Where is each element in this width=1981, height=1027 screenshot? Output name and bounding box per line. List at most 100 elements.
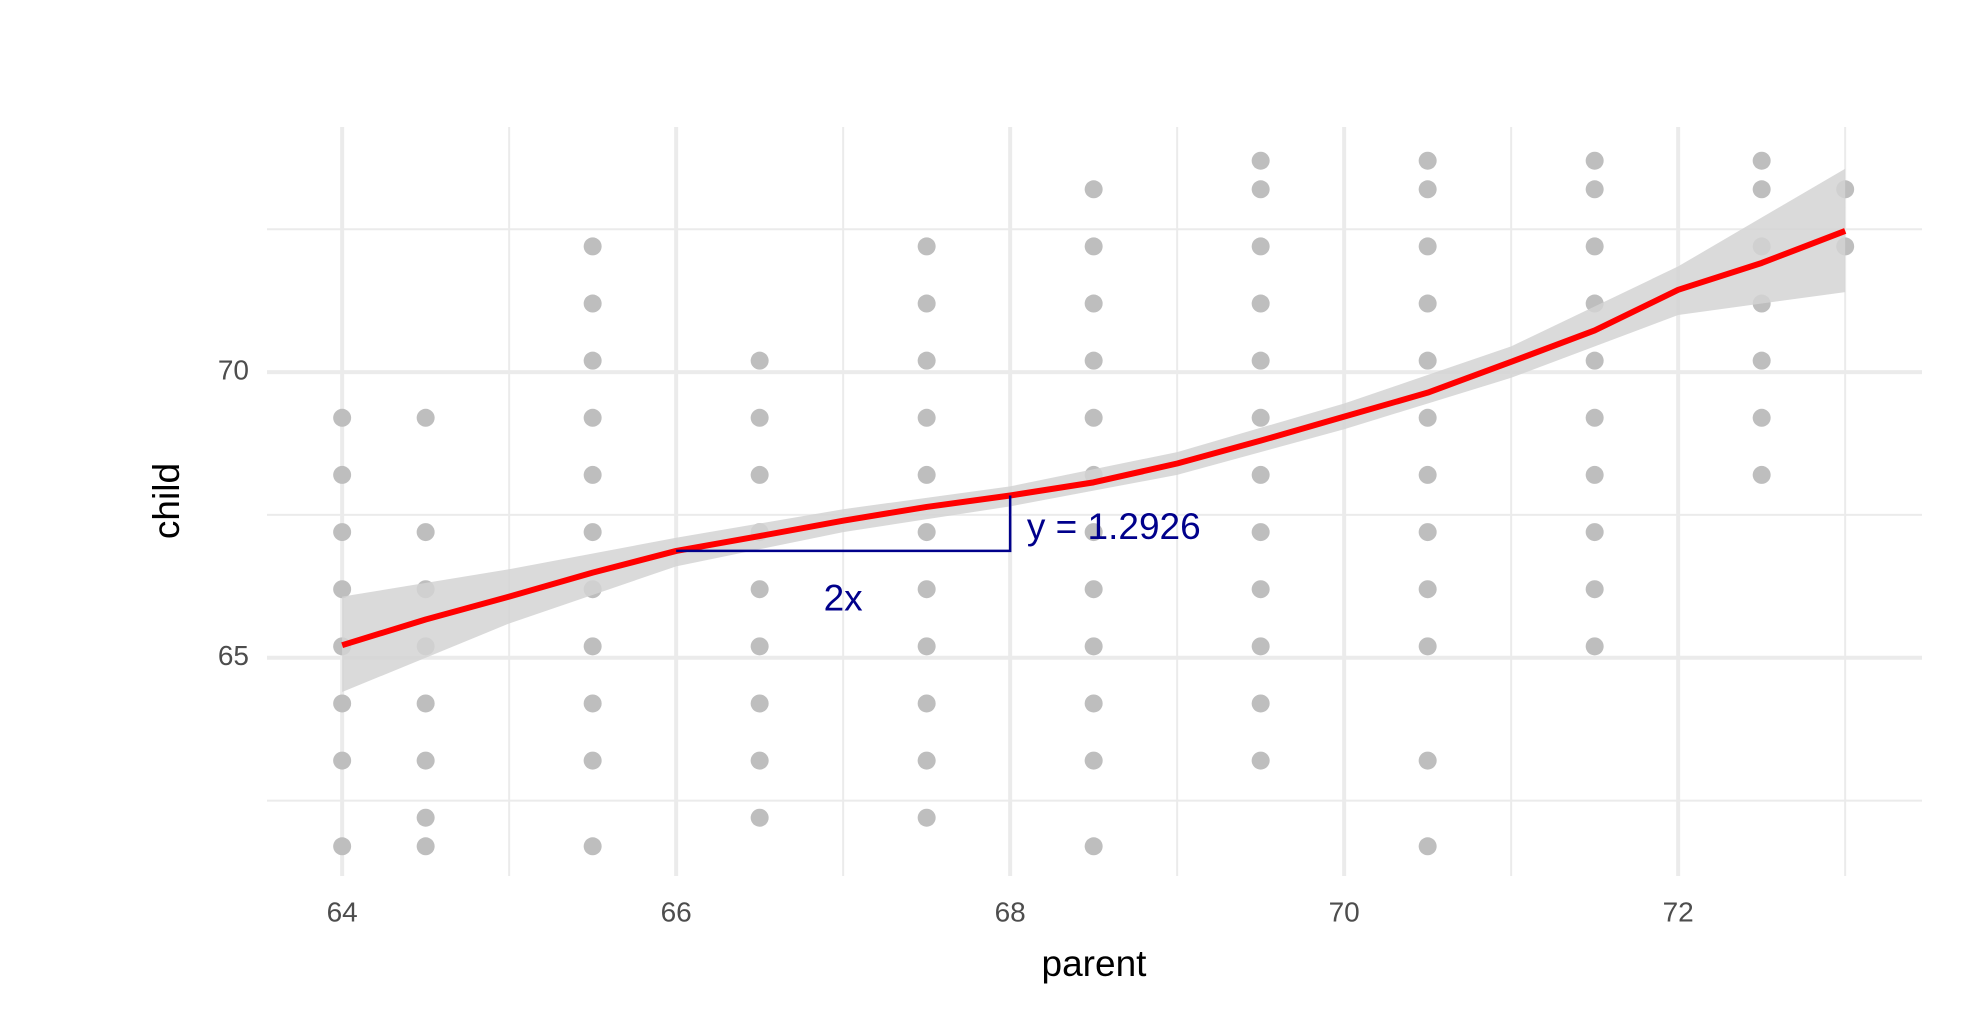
point xyxy=(750,351,769,370)
point xyxy=(1418,580,1437,599)
point xyxy=(1418,523,1437,542)
point xyxy=(1251,694,1270,713)
point xyxy=(1418,294,1437,313)
point xyxy=(1752,408,1771,427)
point xyxy=(1585,465,1604,484)
point xyxy=(1418,237,1437,256)
point xyxy=(1084,408,1103,427)
point xyxy=(1752,351,1771,370)
point xyxy=(1585,151,1604,170)
point xyxy=(583,751,602,770)
point xyxy=(1084,180,1103,199)
point xyxy=(1418,751,1437,770)
point xyxy=(1251,151,1270,170)
x-tick-label: 64 xyxy=(327,896,358,927)
point xyxy=(917,237,936,256)
point xyxy=(1251,523,1270,542)
point xyxy=(917,808,936,827)
point xyxy=(333,465,352,484)
smooth-line xyxy=(341,228,1847,649)
point xyxy=(917,465,936,484)
point xyxy=(1084,237,1103,256)
point xyxy=(1084,751,1103,770)
point xyxy=(1084,294,1103,313)
point xyxy=(1418,637,1437,656)
point xyxy=(1251,294,1270,313)
point xyxy=(1084,694,1103,713)
point xyxy=(750,580,769,599)
point xyxy=(750,408,769,427)
point xyxy=(583,465,602,484)
point xyxy=(750,637,769,656)
point xyxy=(750,694,769,713)
point xyxy=(750,808,769,827)
point xyxy=(333,523,352,542)
point xyxy=(1251,237,1270,256)
x-tick-label: 68 xyxy=(995,896,1026,927)
point xyxy=(1251,465,1270,484)
point xyxy=(1251,580,1270,599)
point xyxy=(917,637,936,656)
point xyxy=(750,465,769,484)
point xyxy=(1752,151,1771,170)
point xyxy=(1752,180,1771,199)
point xyxy=(583,237,602,256)
point xyxy=(917,351,936,370)
point xyxy=(917,523,936,542)
point xyxy=(416,837,435,856)
point xyxy=(1418,180,1437,199)
point xyxy=(583,523,602,542)
point xyxy=(583,408,602,427)
point xyxy=(583,351,602,370)
x-tick-label: 72 xyxy=(1663,896,1694,927)
point xyxy=(1585,237,1604,256)
point xyxy=(1752,465,1771,484)
point xyxy=(583,294,602,313)
y-axis-title: child xyxy=(146,463,187,539)
point xyxy=(416,751,435,770)
point xyxy=(1251,180,1270,199)
point xyxy=(416,694,435,713)
point xyxy=(1251,408,1270,427)
point xyxy=(1418,465,1437,484)
point xyxy=(917,751,936,770)
point xyxy=(583,694,602,713)
x-tick-label: 70 xyxy=(1329,896,1360,927)
point xyxy=(416,808,435,827)
point xyxy=(917,694,936,713)
point xyxy=(583,837,602,856)
point xyxy=(1585,408,1604,427)
y-tick-label: 70 xyxy=(218,354,249,385)
annotation: y = 1.2926 xyxy=(1027,506,1201,547)
point xyxy=(1084,523,1103,542)
point xyxy=(333,837,352,856)
point xyxy=(1585,180,1604,199)
point xyxy=(583,637,602,656)
point xyxy=(333,751,352,770)
point xyxy=(1084,351,1103,370)
point xyxy=(333,580,352,599)
point xyxy=(1251,351,1270,370)
point xyxy=(1418,837,1437,856)
point xyxy=(1585,580,1604,599)
slope-triangle xyxy=(676,495,1012,553)
point xyxy=(1418,351,1437,370)
point xyxy=(917,580,936,599)
point xyxy=(917,294,936,313)
point xyxy=(1251,751,1270,770)
point xyxy=(416,408,435,427)
point xyxy=(917,408,936,427)
point xyxy=(416,523,435,542)
point xyxy=(1084,580,1103,599)
y-tick-label: 65 xyxy=(218,640,249,671)
point xyxy=(1418,151,1437,170)
x-axis-title: parent xyxy=(1042,943,1148,984)
point xyxy=(750,751,769,770)
point xyxy=(1585,351,1604,370)
point xyxy=(333,694,352,713)
point xyxy=(1585,523,1604,542)
plot-layer: 2x y = 1.2926 xyxy=(333,151,1855,856)
